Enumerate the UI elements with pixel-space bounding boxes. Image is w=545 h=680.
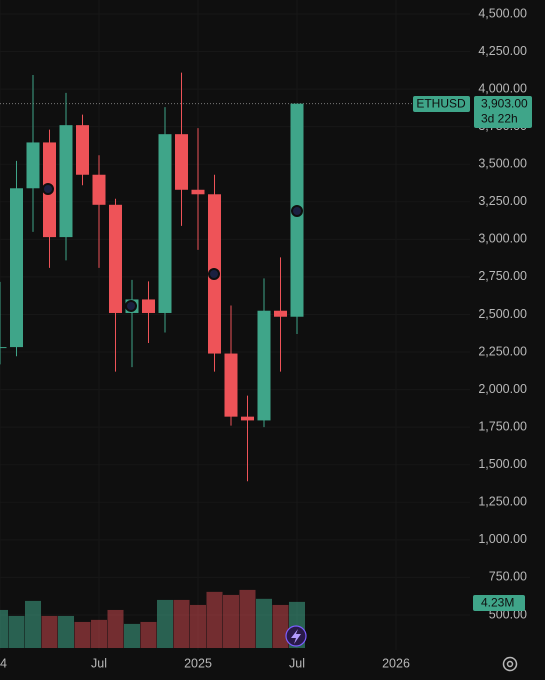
volume-bar [41, 615, 58, 648]
y-tick-label: 750.00 [489, 570, 527, 584]
settings-icon[interactable] [502, 656, 518, 672]
candle-body [257, 310, 271, 421]
candle-body [142, 299, 155, 313]
candle-body [175, 134, 188, 190]
volume-bar [25, 600, 41, 648]
volume-bar [157, 599, 173, 648]
countdown-label: 3d 22h [481, 112, 518, 126]
volume-bar [124, 623, 140, 648]
volume-label: 4.23M [481, 596, 514, 610]
grid [0, 103, 470, 105]
candle-body [92, 174, 106, 205]
volume-bar [190, 604, 206, 648]
price-tags: ETHUSD 3,903.00 3d 22h 4.23M [413, 96, 532, 611]
y-tick-label: 3,500.00 [478, 157, 527, 171]
candle-body [191, 189, 205, 195]
candles [0, 72, 304, 482]
y-tick-label: 1,500.00 [478, 457, 527, 471]
candle-body [59, 125, 73, 238]
volume-bar [107, 609, 124, 648]
volume-tag [473, 595, 525, 611]
candle-body [274, 310, 287, 317]
candle-body [76, 125, 89, 175]
volume-bar [8, 615, 25, 648]
volume-bar [223, 594, 239, 648]
y-tick-label: 4,000.00 [478, 81, 527, 95]
candle-body [0, 347, 7, 349]
time-axis: 24 Jul 2025 Jul 2026 [0, 656, 410, 670]
candle-body [224, 353, 238, 417]
y-tick-label: 2,250.00 [478, 344, 527, 358]
volume-bar [173, 599, 190, 648]
x-tick-label: Jul [289, 656, 305, 670]
volume-bar [256, 598, 272, 648]
x-tick-label: 2025 [184, 656, 212, 670]
volume-pane [0, 589, 305, 648]
candle-body [10, 188, 23, 348]
y-tick-label: 1,250.00 [478, 495, 527, 509]
y-tick-label: 3,000.00 [478, 232, 527, 246]
event-marker[interactable] [42, 183, 54, 195]
y-tick-label: 1,000.00 [478, 532, 527, 546]
y-tick-label: 4,250.00 [478, 44, 527, 58]
candle-body [158, 134, 172, 313]
last-price-label: 3,903.00 [481, 97, 528, 111]
volume-bar [58, 615, 74, 648]
y-tick-label: 3,250.00 [478, 194, 527, 208]
y-tick-label: 2,500.00 [478, 307, 527, 321]
volume-bar [0, 609, 8, 648]
y-tick-label: 1,750.00 [478, 419, 527, 433]
volume-bar [140, 621, 157, 648]
event-marker[interactable] [291, 205, 303, 217]
lightning-icon[interactable] [285, 625, 307, 647]
volume-bar [239, 589, 256, 648]
volume-bar [272, 604, 289, 648]
event-marker[interactable] [208, 268, 220, 280]
price-tag [474, 96, 532, 128]
volume-bar [91, 619, 107, 648]
candle-body [241, 416, 254, 421]
event-markers [42, 183, 303, 312]
x-tick-label: Jul [91, 656, 107, 670]
candle-body [109, 204, 122, 313]
symbol-label: ETHUSD [416, 97, 466, 111]
event-marker[interactable] [125, 300, 137, 312]
symbol-tag [413, 96, 470, 112]
x-tick-label: 2026 [382, 656, 410, 670]
candle-body [26, 142, 40, 189]
volume-bar [74, 621, 91, 648]
volume-bar [206, 591, 223, 648]
y-tick-label: 2,000.00 [478, 382, 527, 396]
x-tick-label: 24 [0, 656, 7, 670]
y-tick-label: 2,750.00 [478, 269, 527, 283]
y-tick-label: 4,500.00 [478, 6, 527, 20]
